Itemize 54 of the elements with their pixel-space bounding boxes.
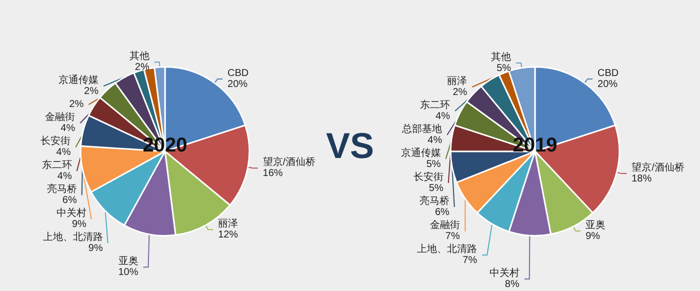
slice-label: 望京/酒仙桥 xyxy=(262,156,316,168)
data-label: 9% xyxy=(88,243,103,254)
data-label: 4% xyxy=(428,135,442,146)
data-label: 4% xyxy=(56,147,71,158)
data-label: 20% xyxy=(598,79,618,90)
text: 2020 xyxy=(142,134,188,156)
slice-label: 亮马桥 xyxy=(46,183,77,196)
data-label: 9% xyxy=(72,219,87,230)
slice-label: CBD xyxy=(598,68,619,79)
data-label: 7% xyxy=(445,231,460,242)
slice-label: 京通传媒 xyxy=(58,74,99,86)
data-label: 2% xyxy=(69,99,84,110)
slice-label: 亚奥 xyxy=(586,218,606,231)
slice-label: CBD xyxy=(228,68,249,79)
slice-label: 中关村 xyxy=(56,207,86,220)
slice-label: 东二环 xyxy=(42,159,72,172)
slice-label: 中关村 xyxy=(489,267,520,279)
data-label: 5% xyxy=(428,183,444,194)
slice-label: 望京/酒仙桥 xyxy=(632,162,684,174)
slice-label: 金融街 xyxy=(430,219,460,231)
slice-label: 丽泽 xyxy=(447,75,468,87)
slice-label: 总部基地 xyxy=(401,123,442,135)
data-label: 16% xyxy=(262,168,283,180)
data-label: 6% xyxy=(62,195,77,206)
data-label: 2% xyxy=(452,87,468,98)
data-label: 5% xyxy=(426,159,441,170)
slice-label: 其他 xyxy=(491,51,512,63)
data-label: 2% xyxy=(84,86,99,98)
slice-label: 东二环 xyxy=(420,99,450,111)
slice-label: 亚奥 xyxy=(118,255,138,268)
slice-label: 金融街 xyxy=(45,111,76,124)
data-label: 5% xyxy=(496,63,512,74)
data-label: 20% xyxy=(228,79,248,90)
text: 2019 xyxy=(512,134,558,156)
slice-label: 长安街 xyxy=(413,171,444,183)
data-label: 4% xyxy=(60,123,76,134)
slice-label: 其他 xyxy=(129,50,150,62)
data-label: 2% xyxy=(134,62,150,74)
data-label: 4% xyxy=(57,171,72,182)
data-label: 18% xyxy=(632,174,652,185)
data-label: 8% xyxy=(504,279,520,290)
data-label: 10% xyxy=(118,267,138,278)
data-label: 6% xyxy=(434,207,450,218)
slice-label: 丽泽 xyxy=(218,218,238,230)
slice-label: 京通传媒 xyxy=(400,147,441,159)
slice-label: 上地、北清路 xyxy=(42,231,103,244)
text: VS xyxy=(326,125,374,166)
slice-label: 长安街 xyxy=(40,135,71,148)
slice-label: 上地、北清路 xyxy=(417,243,478,255)
slice-label: 亮马桥 xyxy=(419,195,450,207)
data-label: 12% xyxy=(218,230,238,241)
data-label: 9% xyxy=(586,230,600,242)
data-label: 7% xyxy=(462,255,478,266)
data-label: 4% xyxy=(436,111,450,122)
